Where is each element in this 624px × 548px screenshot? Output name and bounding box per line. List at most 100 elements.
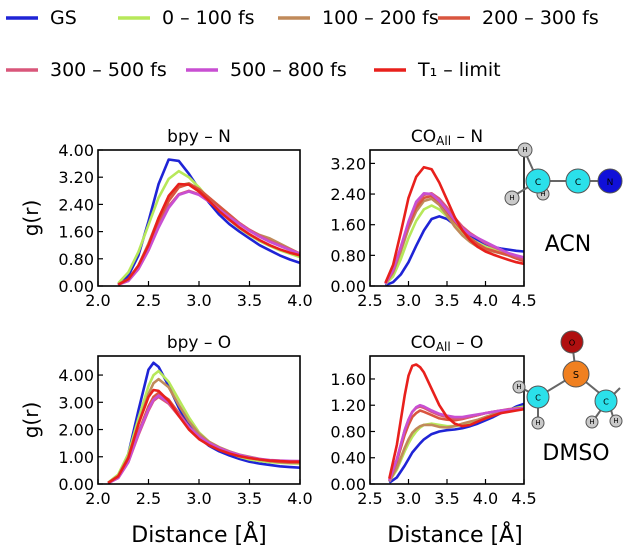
atom: C <box>594 389 618 413</box>
panel-title: COAll – N <box>411 127 483 148</box>
x-axis-label: Distance [Å] <box>387 521 522 548</box>
panel-coall-o: 2.5 3.0 3.5 4.0 4.5 0.00 0.40 0.80 1.20 1.60 COAll… <box>330 333 536 548</box>
legend-label: 100 – 200 fs <box>322 7 439 29</box>
x-tick-label: 2.5 <box>357 291 382 310</box>
svg-text:C: C <box>575 178 581 188</box>
x-tick-label: 4.0 <box>473 489 498 508</box>
legend-item: 500 – 800 fs <box>186 59 347 81</box>
x-tick-label: 3.0 <box>396 291 421 310</box>
legend-label: GS <box>50 7 77 29</box>
y-tick-label: 0.80 <box>330 246 366 265</box>
y-tick-label: 3.00 <box>58 393 94 412</box>
atom: C <box>525 168 551 194</box>
atom: C <box>526 385 550 409</box>
svg-text:H: H <box>540 190 545 198</box>
y-tick-label: 3.20 <box>58 168 94 187</box>
y-axis-label: g(r) <box>19 402 43 439</box>
y-tick-label: 0.00 <box>330 277 366 296</box>
atom: H <box>517 142 533 158</box>
svg-text:N: N <box>607 178 614 188</box>
atom: H <box>512 380 526 394</box>
y-tick-label: 0.00 <box>330 475 366 494</box>
x-tick-label: 2.0 <box>85 291 110 310</box>
panel-bpy-o: 2.0 2.5 3.0 3.5 4.0 0.00 1.00 2.00 3.00 4.00 bpy –… <box>19 333 313 548</box>
panel-title: bpy – N <box>167 127 231 147</box>
atom: H <box>609 414 623 428</box>
svg-text:O: O <box>569 338 576 348</box>
x-tick-label: 4.0 <box>287 489 312 508</box>
x-tick-label: 3.5 <box>237 291 262 310</box>
y-tick-label: 1.60 <box>58 223 94 242</box>
legend-item: GS <box>6 7 77 29</box>
atom: S <box>562 360 590 388</box>
series-line <box>117 190 300 286</box>
y-tick-label: 0.00 <box>58 475 94 494</box>
legend-item: 100 – 200 fs <box>278 7 439 29</box>
atom: H <box>585 415 599 429</box>
series-line <box>117 158 300 286</box>
x-axis-label: Distance [Å] <box>131 521 266 548</box>
svg-text:C: C <box>535 178 541 188</box>
y-tick-label: 1.00 <box>58 448 94 467</box>
atom: N <box>597 168 623 194</box>
legend-label: 300 – 500 fs <box>50 59 167 81</box>
x-tick-label: 3.0 <box>186 291 211 310</box>
x-tick-label: 3.5 <box>434 291 459 310</box>
y-tick-label: 2.40 <box>58 195 94 214</box>
dmso-molecule: O S H C H C H H <box>512 330 623 430</box>
x-tick-label: 4.0 <box>473 291 498 310</box>
series-line <box>388 363 524 479</box>
y-tick-label: 1.20 <box>330 396 366 415</box>
y-tick-label: 1.60 <box>330 216 366 235</box>
legend-item: T₁ – limit <box>374 59 501 81</box>
x-tick-label: 4.0 <box>287 291 312 310</box>
svg-text:H: H <box>522 146 527 154</box>
series-line <box>384 192 524 285</box>
y-tick-label: 0.80 <box>330 422 366 441</box>
svg-text:C: C <box>535 393 541 403</box>
legend-item: 200 – 300 fs <box>438 7 599 29</box>
series-line <box>107 388 300 484</box>
panel-title: bpy – O <box>167 333 231 353</box>
panel-bpy-n: 2.0 2.5 3.0 3.5 4.0 0.00 0.80 1.60 2.40 3.20 4.00 b… <box>19 127 313 310</box>
x-tick-label: 3.0 <box>186 489 211 508</box>
y-tick-label: 4.00 <box>58 141 94 160</box>
series-line <box>117 182 300 286</box>
atom: C <box>565 168 591 194</box>
svg-text:H: H <box>613 417 618 425</box>
x-tick-label: 2.0 <box>85 489 110 508</box>
legend-label: 500 – 800 fs <box>230 59 347 81</box>
atom: H <box>504 190 520 206</box>
atom: H <box>531 416 545 430</box>
x-tick-label: 3.0 <box>396 489 421 508</box>
svg-text:H: H <box>535 419 540 427</box>
x-tick-label: 2.5 <box>357 489 382 508</box>
x-tick-label: 3.5 <box>237 489 262 508</box>
svg-text:S: S <box>573 370 579 381</box>
svg-text:H: H <box>516 383 521 391</box>
x-tick-label: 4.5 <box>511 291 536 310</box>
legend-item: 300 – 500 fs <box>6 59 167 81</box>
atom: O <box>560 330 584 354</box>
x-tick-label: 2.5 <box>136 489 161 508</box>
legend-label: 0 – 100 fs <box>162 7 255 29</box>
y-tick-label: 1.60 <box>330 370 366 389</box>
x-tick-label: 3.5 <box>434 489 459 508</box>
series-line <box>117 189 300 286</box>
x-tick-label: 4.5 <box>511 489 536 508</box>
y-tick-label: 4.00 <box>58 366 94 385</box>
series-line <box>107 394 300 484</box>
y-tick-label: 2.40 <box>330 185 366 204</box>
x-tick-label: 2.5 <box>136 291 161 310</box>
legend-label: 200 – 300 fs <box>482 7 599 29</box>
panel-title: COAll – O <box>411 333 484 354</box>
svg-text:C: C <box>603 397 609 407</box>
y-axis-label: g(r) <box>19 200 43 237</box>
series-line <box>384 165 524 284</box>
acn-label: ACN <box>545 232 591 257</box>
svg-text:H: H <box>589 418 594 426</box>
y-tick-label: 3.20 <box>330 154 366 173</box>
dmso-label: DMSO <box>542 441 609 466</box>
